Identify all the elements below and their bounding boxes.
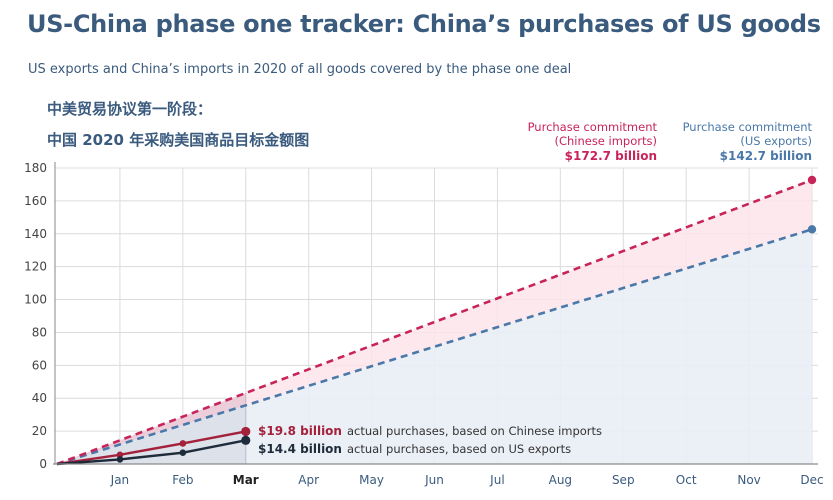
chart-title: US-China phase one tracker: China’s purc… — [27, 10, 821, 38]
commitment-chinese-amount: $172.7 billion — [565, 149, 657, 163]
annotation-chinese-text: actual purchases, based on Chinese impor… — [347, 424, 602, 438]
chart-subtitle: US exports and China’s imports in 2020 o… — [28, 62, 572, 77]
y-tick-label: 120 — [24, 260, 47, 274]
x-tick-label: Dec — [800, 473, 823, 487]
commitment-chinese-line1: Purchase commitment — [528, 120, 658, 134]
y-tick-label: 0 — [39, 457, 47, 471]
x-tick-label: Apr — [298, 473, 319, 487]
annotation-chinese-amount: $19.8 billion — [258, 424, 342, 438]
us-actual-line — [56, 439, 246, 466]
x-tick-label: Jul — [489, 473, 504, 487]
x-tick-label: Aug — [549, 473, 572, 487]
x-tick-label: May — [359, 473, 384, 487]
x-tick-label: Mar — [233, 473, 259, 487]
series-layer — [56, 175, 817, 466]
x-tick-label: Nov — [737, 473, 760, 487]
x-tick-label: Jun — [424, 473, 444, 487]
chinese-commitment-point — [807, 175, 817, 185]
y-tick-label: 60 — [32, 358, 47, 372]
chinese-commitment-line — [56, 178, 813, 466]
x-tick-label: Jan — [110, 473, 130, 487]
commitment-label-chinese: Purchase commitment (Chinese imports) $1… — [528, 120, 658, 163]
commitment-us-line2: (US exports) — [740, 134, 812, 148]
us-actual-point — [241, 435, 251, 445]
chinese-title-line2: 中国 2020 年采购美国商品目标金额图 — [47, 131, 310, 149]
chinese-actual-point — [116, 451, 124, 459]
us-actual-point — [179, 449, 187, 456]
y-tick-label: 180 — [24, 161, 47, 175]
annotation-us: $14.4 billion actual purchases, based on … — [258, 442, 571, 456]
annotation-us-amount: $14.4 billion — [258, 442, 342, 456]
y-tick-label: 80 — [32, 325, 47, 339]
axis-layer: 0 20 40 60 80 100 120 140 160 180 Jan Feb Mar Apr May J… — [24, 161, 824, 487]
y-tick-label: 20 — [32, 424, 47, 438]
annotation-us-text: actual purchases, based on US exports — [347, 442, 571, 456]
commitment-us-amount: $142.7 billion — [720, 149, 812, 163]
y-tick-label: 100 — [24, 293, 47, 307]
x-tick-label: Feb — [172, 473, 193, 487]
us-actual-point — [116, 456, 124, 463]
y-tick-label: 160 — [24, 194, 47, 208]
chinese-actual-line — [56, 430, 246, 466]
commitment-label-us: Purchase commitment (US exports) $142.7 … — [683, 120, 813, 163]
commitment-us-line1: Purchase commitment — [683, 120, 813, 134]
y-tick-label: 40 — [32, 391, 47, 405]
y-tick-label: 140 — [24, 227, 47, 241]
chinese-actual-point — [179, 440, 187, 447]
x-tick-label: Oct — [676, 473, 697, 487]
chinese-title-line1: 中美贸易协议第一阶段： — [47, 100, 213, 118]
annotation-chinese: $19.8 billion actual purchases, based on … — [258, 424, 602, 438]
commitment-chinese-line2: (Chinese imports) — [554, 134, 657, 148]
chinese-actual-point — [241, 426, 251, 437]
us-commitment-point — [807, 225, 817, 234]
x-tick-label: Sep — [612, 473, 635, 487]
